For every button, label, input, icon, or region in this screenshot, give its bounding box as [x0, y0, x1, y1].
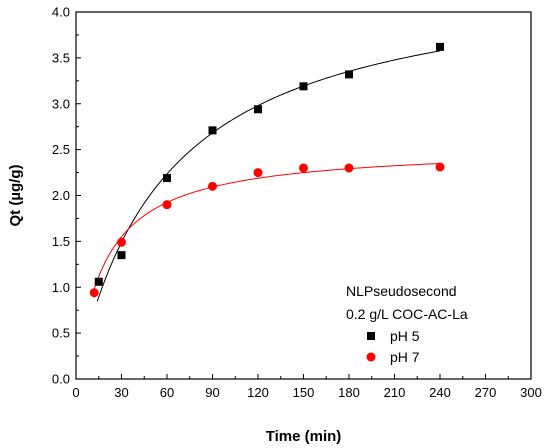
- x-tick-label: 90: [205, 385, 219, 400]
- x-tick-label: 30: [114, 385, 128, 400]
- y-tick-label: 1.5: [52, 234, 70, 249]
- data-point-circle: [89, 288, 99, 298]
- fit-curves: [93, 50, 441, 302]
- y-axis-ticks: 0.0 0.5 1.0 1.5 2.0 2.5 3.0 3.5 4.0: [52, 5, 81, 387]
- x-tick-label: 60: [160, 385, 174, 400]
- data-point-square: [163, 174, 171, 183]
- legend-label: pH 7: [390, 349, 420, 365]
- y-tick-label: 1.0: [52, 280, 70, 295]
- legend: NLPseudosecond 0.2 g/L COC-AC-La pH 5pH …: [346, 283, 468, 365]
- fit-curve-1: [96, 50, 441, 302]
- x-tick-label: 0: [72, 385, 79, 400]
- data-point-circle: [117, 237, 126, 247]
- x-tick-label: 210: [384, 385, 406, 400]
- data-point-circle: [253, 168, 263, 178]
- y-tick-label: 4.0: [52, 5, 70, 20]
- data-point-square: [254, 105, 262, 114]
- data-point-square: [208, 126, 217, 135]
- data-point-square: [345, 70, 353, 79]
- data-point-circle: [208, 181, 217, 191]
- data-point-circle: [162, 200, 172, 210]
- y-axis-title: Qt (µg/g): [7, 165, 24, 227]
- x-tick-label: 300: [520, 385, 542, 400]
- data-point-circle: [299, 163, 308, 173]
- legend-title-line-1: NLPseudosecond: [346, 283, 457, 299]
- plot-frame: [75, 11, 532, 380]
- plot-border: [75, 11, 532, 380]
- x-tick-label: 240: [429, 385, 451, 400]
- data-point-circle: [344, 163, 354, 173]
- legend-entries: pH 5 pH 7: [366, 328, 420, 365]
- data-point-square: [436, 42, 444, 51]
- x-axis-ticks: 0 30 60 90 120 150 180 210 240 270 300: [72, 374, 542, 400]
- x-tick-label: 270: [475, 385, 497, 400]
- x-axis-title: Time (min): [266, 428, 342, 445]
- legend-marker-square: [367, 332, 375, 340]
- data-point-square: [117, 251, 126, 260]
- y-tick-label: 3.0: [52, 96, 70, 111]
- y-tick-label: 3.5: [52, 50, 70, 65]
- legend-marker-circle: [366, 352, 376, 362]
- y-tick-label: 2.0: [52, 188, 70, 203]
- x-tick-label: 150: [293, 385, 315, 400]
- data-point-square: [299, 82, 308, 91]
- y-tick-label: 2.5: [52, 142, 70, 157]
- y-tick-label: 0.5: [52, 326, 70, 341]
- x-tick-label: 180: [338, 385, 360, 400]
- data-points: [89, 42, 445, 298]
- legend-label: pH 5: [390, 328, 420, 344]
- y-tick-label: 0.0: [52, 372, 70, 387]
- data-point-square: [94, 277, 103, 286]
- data-point-circle: [435, 162, 445, 172]
- x-tick-label: 120: [247, 385, 269, 400]
- fit-curve-2: [93, 163, 441, 290]
- legend-title-line-2: 0.2 g/L COC-AC-La: [346, 306, 468, 322]
